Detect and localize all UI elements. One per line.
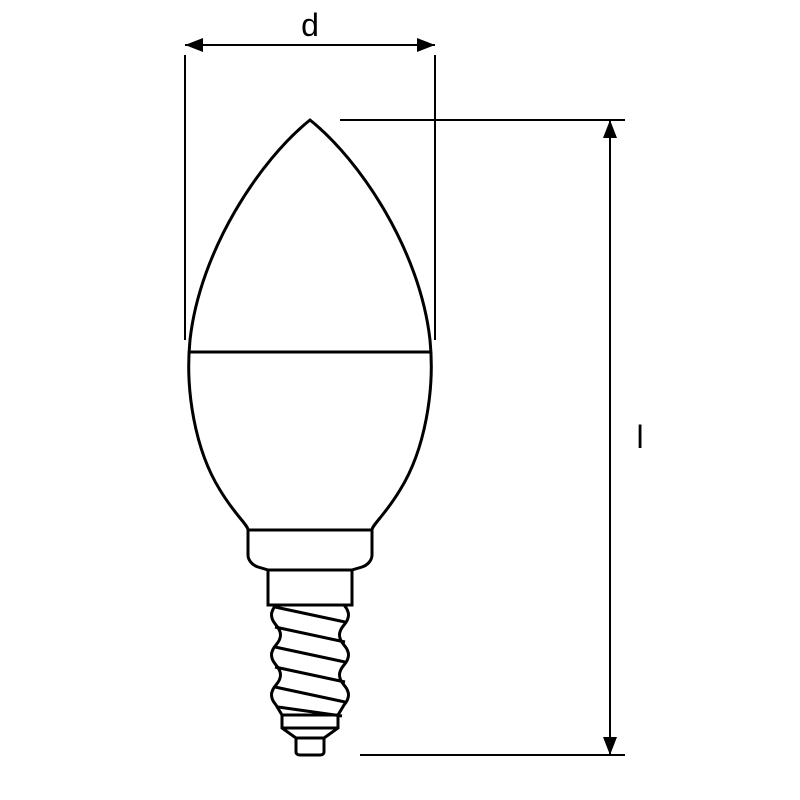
bulb-dimension-diagram: d l	[0, 0, 800, 800]
dim-l-arrow-bottom	[603, 737, 617, 755]
dim-d-arrow-right	[417, 38, 435, 52]
thread-5	[275, 687, 345, 702]
screw-base	[268, 605, 352, 716]
dimension-d: d	[185, 7, 435, 340]
dim-d-label: d	[301, 7, 319, 43]
bulb-neck	[248, 530, 372, 605]
thread-4	[275, 667, 345, 682]
contact-tip	[282, 715, 338, 755]
tip-outline	[282, 715, 338, 755]
thread-1	[275, 607, 345, 622]
dim-l-arrow-top	[603, 120, 617, 138]
neck-outline	[248, 530, 372, 605]
dim-l-label: l	[636, 419, 643, 455]
dimension-l: l	[340, 120, 644, 755]
thread-2	[275, 627, 345, 642]
bulb-flame-shape	[189, 120, 432, 530]
screw-left	[272, 605, 283, 715]
bulb-outline	[189, 120, 432, 530]
dim-d-arrow-left	[185, 38, 203, 52]
thread-3	[275, 647, 345, 662]
